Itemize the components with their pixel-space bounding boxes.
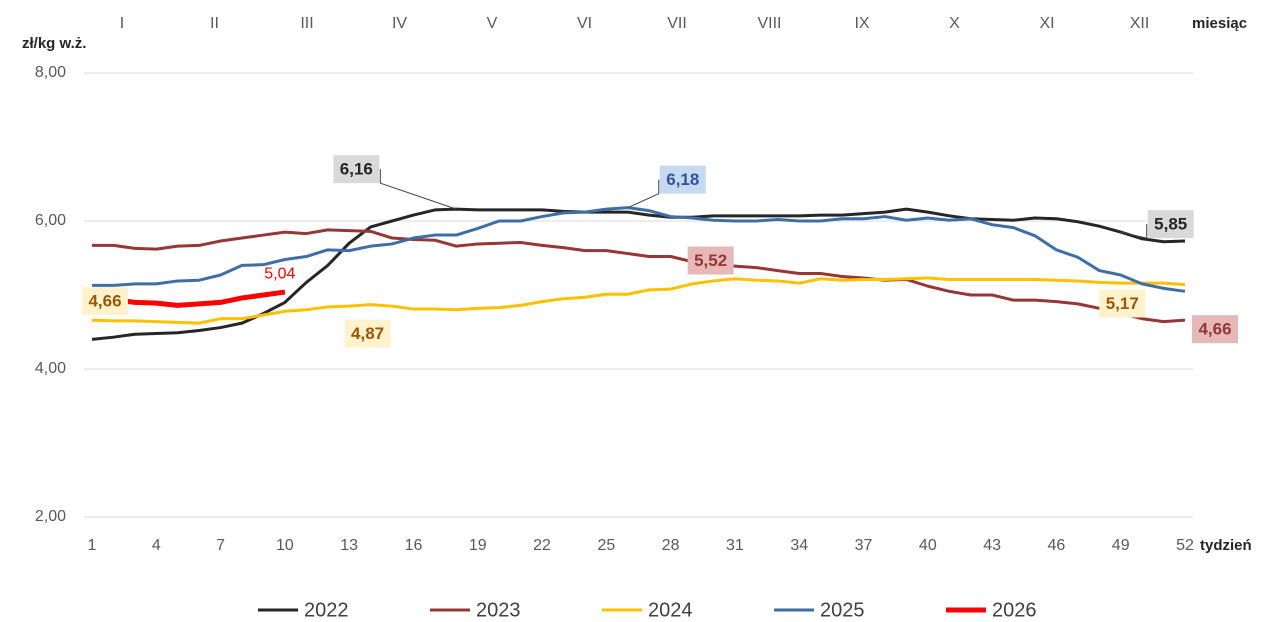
x-tick-label: 7 <box>216 537 225 554</box>
month-label: XII <box>1130 15 1150 32</box>
month-label: VIII <box>757 15 781 32</box>
x-tick-label: 46 <box>1048 537 1066 554</box>
month-label: V <box>487 15 498 32</box>
label-box <box>1147 210 1194 239</box>
x-tick-label: 31 <box>726 537 744 554</box>
legend-label: 2026 <box>992 599 1037 621</box>
leader-line <box>627 179 660 209</box>
legend-label: 2023 <box>476 599 521 621</box>
label-box <box>82 287 128 316</box>
label-box <box>659 165 706 194</box>
x-axis-label: tydzień <box>1200 537 1252 554</box>
data-label: 6,16 <box>340 160 373 179</box>
month-label: IV <box>392 15 407 32</box>
y-axis-label: zł/kg w.ż. <box>22 35 86 52</box>
series-line <box>92 228 1186 324</box>
series-line <box>92 206 1186 293</box>
leader-line <box>1120 224 1148 239</box>
x-tick-label: 13 <box>340 537 358 554</box>
y-tick-label: 6,00 <box>35 212 66 229</box>
month-label: VII <box>667 15 687 32</box>
y-tick-label: 8,00 <box>35 64 66 81</box>
month-label: III <box>300 15 313 32</box>
label-box <box>344 319 391 348</box>
label-box <box>687 246 734 275</box>
label-box <box>333 155 380 184</box>
legend-label: 2025 <box>820 599 865 621</box>
month-label: IX <box>854 15 869 32</box>
x-tick-label: 22 <box>533 537 551 554</box>
y-tick-label: 4,00 <box>35 360 66 377</box>
data-label: 6,18 <box>666 170 699 189</box>
month-axis-label: miesiąc <box>1192 15 1247 32</box>
data-label: 4,66 <box>88 292 121 311</box>
y-tick-label: 2,00 <box>35 508 66 525</box>
x-tick-label: 25 <box>597 537 615 554</box>
x-tick-label: 19 <box>469 537 487 554</box>
x-tick-label: 49 <box>1112 537 1130 554</box>
series-line <box>91 207 1186 341</box>
data-label: 5,85 <box>1154 215 1187 234</box>
x-tick-label: 34 <box>790 537 808 554</box>
month-label: XI <box>1039 15 1054 32</box>
x-tick-label: 28 <box>662 537 680 554</box>
legend-label: 2024 <box>648 599 693 621</box>
x-tick-label: 52 <box>1176 537 1194 554</box>
x-tick-label: 40 <box>919 537 937 554</box>
month-label: II <box>210 15 219 32</box>
x-tick-label: 16 <box>405 537 423 554</box>
month-label: X <box>949 15 960 32</box>
data-label: 4,87 <box>351 324 384 343</box>
data-label: 4,66 <box>1198 320 1231 339</box>
x-tick-label: 37 <box>855 537 873 554</box>
series-line <box>91 276 1186 325</box>
x-tick-label: 4 <box>152 537 161 554</box>
legend-label: 2022 <box>304 599 349 621</box>
data-label: 5,17 <box>1106 294 1139 313</box>
x-tick-label: 1 <box>88 537 97 554</box>
x-tick-label: 43 <box>983 537 1001 554</box>
data-label: 5,52 <box>694 251 727 270</box>
month-label: I <box>120 15 124 32</box>
label-box <box>1099 289 1146 318</box>
x-tick-label: 10 <box>276 537 294 554</box>
label-box <box>1192 315 1238 344</box>
data-label: 5,04 <box>264 265 295 282</box>
month-label: VI <box>577 15 592 32</box>
leader-line <box>379 169 457 210</box>
